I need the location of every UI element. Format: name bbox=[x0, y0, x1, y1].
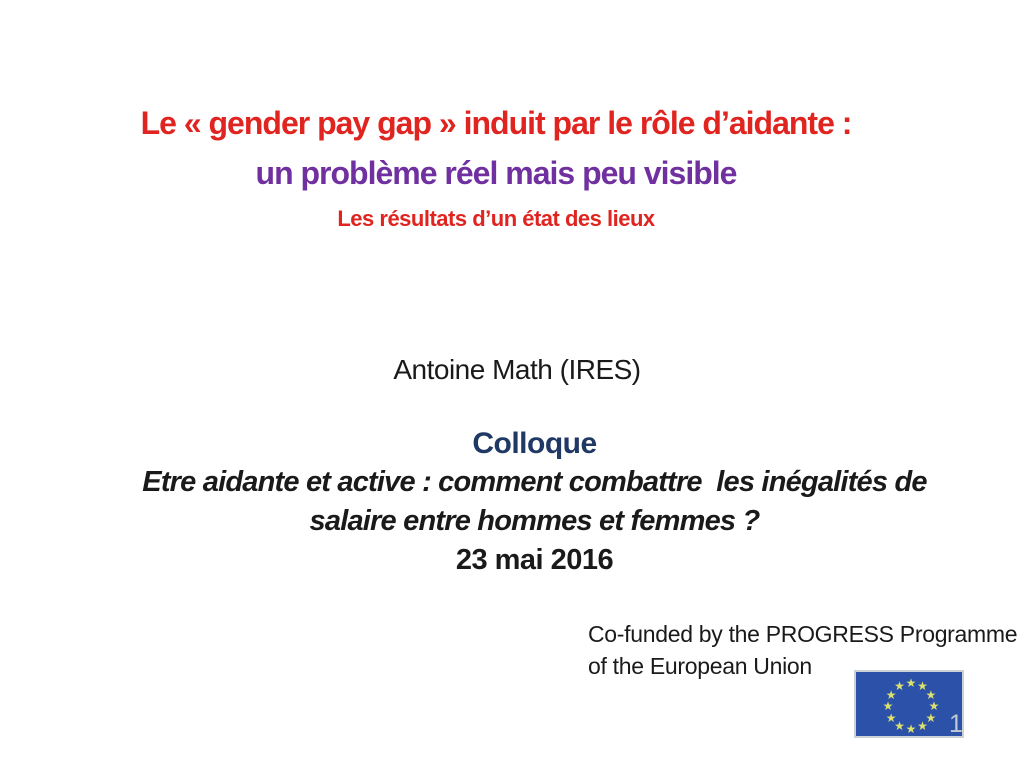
funding-line-2: of the European Union bbox=[588, 653, 812, 679]
eu-star-icon: ★ bbox=[882, 699, 894, 713]
slide-title-block: Le « gender pay gap » induit par le rôle… bbox=[0, 98, 1024, 232]
funding-note: Co-funded by the PROGRESS Programme of t… bbox=[588, 618, 1018, 682]
event-label: Colloque bbox=[472, 427, 597, 460]
funding-line-1: Co-funded by the PROGRESS Programme bbox=[588, 621, 1018, 647]
event-block: Colloque Etre aidante et active : commen… bbox=[0, 424, 1024, 580]
eu-star-icon: ★ bbox=[905, 676, 917, 690]
page-number: 1 bbox=[949, 710, 963, 738]
eu-star-icon: ★ bbox=[905, 722, 917, 736]
slide-title-line-2: un problème réel mais peu visible bbox=[255, 155, 738, 191]
event-date: 23 mai 2016 bbox=[455, 544, 614, 576]
eu-star-icon: ★ bbox=[928, 699, 940, 713]
eu-star-icon: ★ bbox=[894, 679, 905, 694]
eu-star-icon: ★ bbox=[885, 710, 897, 725]
eu-star-icon: ★ bbox=[917, 679, 928, 694]
slide-subtitle: Les résultats d’un état des lieux bbox=[337, 206, 655, 231]
event-question-line-2: salaire entre hommes et femmes ? bbox=[309, 505, 761, 537]
eu-star-icon: ★ bbox=[885, 687, 897, 702]
eu-star-icon: ★ bbox=[925, 710, 937, 725]
eu-star-icon: ★ bbox=[925, 687, 937, 702]
slide-title-line-1: Le « gender pay gap » induit par le rôle… bbox=[140, 105, 853, 141]
event-question-line-1: Etre aidante et active : comment combatt… bbox=[142, 466, 927, 498]
eu-star-icon: ★ bbox=[917, 718, 928, 733]
author-name: Antoine Math (IRES) bbox=[393, 354, 641, 385]
eu-flag-icon: ★ ★ ★ ★ ★ ★ ★ ★ ★ ★ ★ ★ bbox=[854, 670, 964, 738]
eu-star-icon: ★ bbox=[894, 718, 905, 733]
